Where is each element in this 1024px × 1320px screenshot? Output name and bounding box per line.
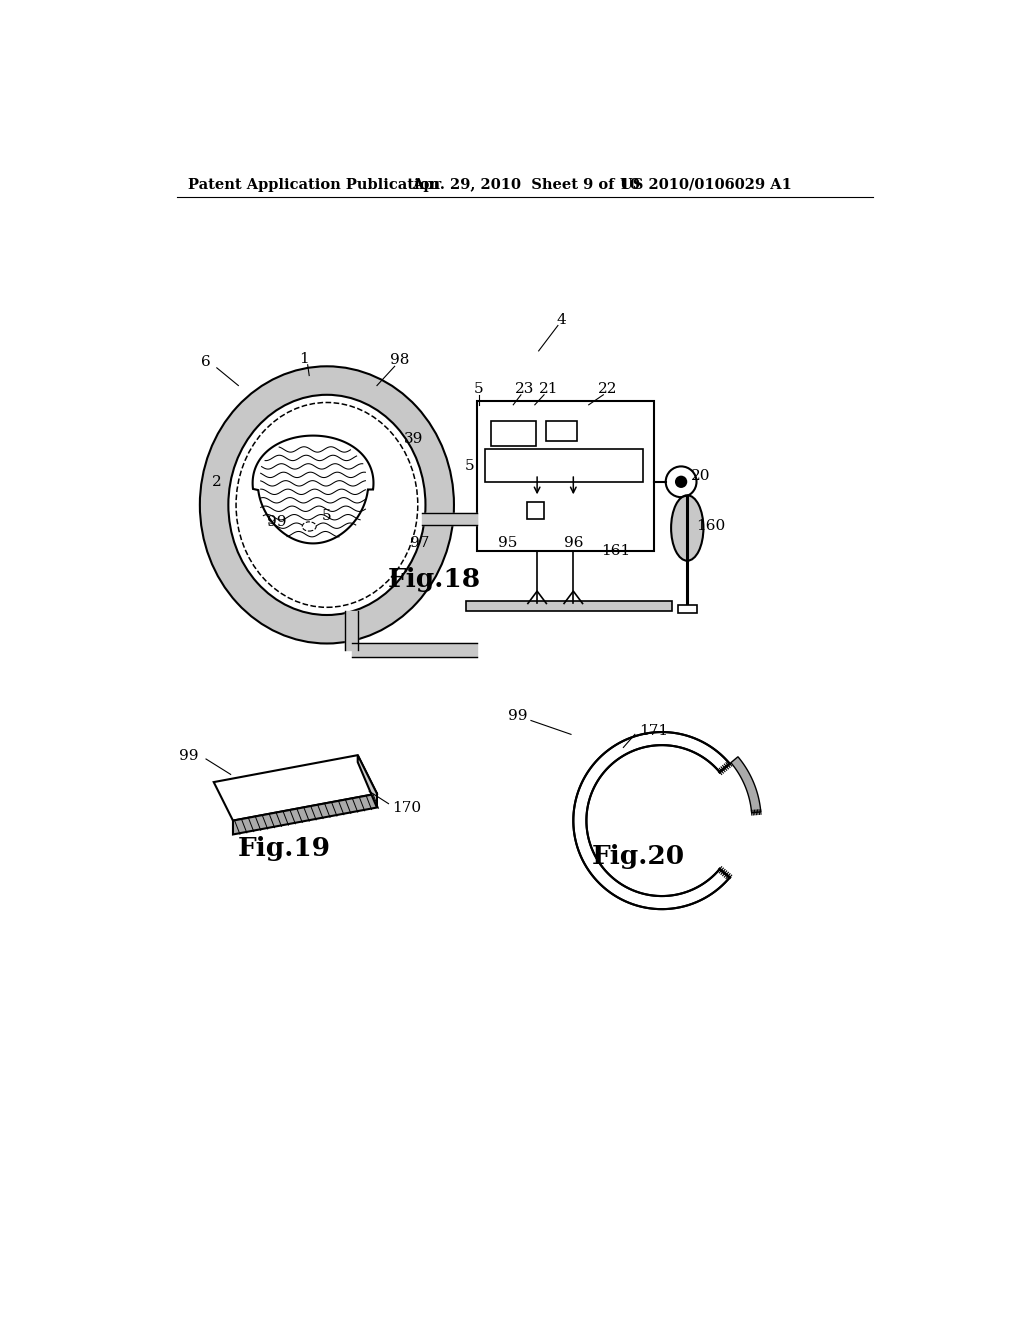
Text: 161: 161 [601, 544, 631, 558]
Text: 170: 170 [392, 801, 422, 816]
Text: 5: 5 [465, 459, 474, 474]
Circle shape [675, 475, 687, 488]
Bar [527, 502, 544, 519]
Text: Fig.20: Fig.20 [592, 843, 685, 869]
Text: Patent Application Publication: Patent Application Publication [188, 178, 440, 191]
Text: 96: 96 [563, 536, 583, 550]
Text: 23: 23 [515, 383, 535, 396]
Polygon shape [357, 755, 377, 808]
Bar [466, 601, 672, 611]
Bar [490, 421, 536, 446]
Text: 20: 20 [690, 469, 710, 483]
Text: 1: 1 [299, 351, 308, 366]
Text: 6: 6 [201, 355, 211, 370]
Text: 2: 2 [212, 475, 221, 488]
Bar [547, 421, 578, 441]
Bar [477, 401, 654, 552]
Text: 97: 97 [410, 536, 429, 550]
Text: 22: 22 [598, 383, 617, 396]
Text: 39: 39 [404, 432, 424, 446]
Text: 21: 21 [539, 383, 558, 396]
Polygon shape [233, 793, 377, 834]
Text: 99: 99 [267, 515, 287, 529]
Ellipse shape [200, 367, 454, 644]
Text: 95: 95 [498, 536, 517, 550]
Ellipse shape [228, 395, 425, 615]
Bar [484, 450, 643, 482]
Bar [678, 605, 696, 612]
Polygon shape [214, 755, 377, 821]
Text: Fig.18: Fig.18 [388, 566, 481, 591]
Text: Apr. 29, 2010  Sheet 9 of 10: Apr. 29, 2010 Sheet 9 of 10 [412, 178, 639, 191]
Text: US 2010/0106029 A1: US 2010/0106029 A1 [620, 178, 792, 191]
Text: 99: 99 [508, 709, 527, 723]
Text: 4: 4 [557, 313, 566, 327]
Text: 171: 171 [639, 723, 668, 738]
Polygon shape [573, 733, 730, 909]
Text: 5: 5 [474, 383, 483, 396]
Text: 160: 160 [695, 519, 725, 533]
Text: 99: 99 [179, 748, 199, 763]
Ellipse shape [671, 495, 703, 561]
Polygon shape [731, 756, 761, 813]
Polygon shape [253, 436, 374, 544]
Text: 5: 5 [323, 510, 332, 524]
Ellipse shape [302, 521, 316, 531]
Text: Fig.19: Fig.19 [238, 836, 331, 861]
Text: 98: 98 [390, 354, 410, 367]
Circle shape [666, 466, 696, 498]
